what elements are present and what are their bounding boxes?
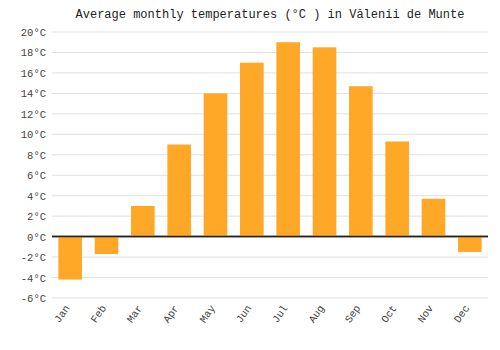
y-tick-label: 18°C — [21, 47, 46, 59]
y-tick-label: 8°C — [27, 150, 46, 162]
bar — [276, 42, 300, 236]
x-tick-label: Mar — [125, 303, 146, 325]
x-tick-label: Apr — [161, 303, 182, 325]
page: {"chart_data": {"type": "bar", "title": … — [0, 0, 500, 350]
bars — [58, 42, 481, 279]
grid-line — [52, 93, 488, 94]
y-tick-label: 16°C — [21, 68, 46, 80]
x-tick-label: Sep — [343, 303, 364, 325]
bar — [313, 47, 337, 236]
y-tick-label: 4°C — [27, 191, 46, 203]
y-tick-label: 12°C — [21, 109, 46, 121]
title: Average monthly temperatures (°C ) in Vă… — [76, 8, 465, 22]
bar — [240, 63, 264, 237]
x-tick-label: Aug — [306, 303, 327, 325]
zero-line — [52, 236, 488, 238]
grid-line — [52, 195, 488, 196]
bar — [58, 237, 82, 280]
x-tick-label: May — [197, 303, 218, 325]
x-tick-label: Jul — [270, 303, 291, 325]
grid-line — [52, 72, 488, 73]
y-tick-label: 20°C — [21, 27, 46, 39]
bar — [167, 145, 191, 237]
bar — [204, 93, 228, 236]
x-tick-label: Oct — [379, 303, 400, 325]
bar — [131, 206, 155, 237]
y-tick-label: 6°C — [27, 170, 46, 182]
y-tick-label: -4°C — [21, 273, 46, 285]
y-tick-label: 0°C — [27, 232, 46, 244]
grid — [52, 32, 488, 298]
grid-line — [52, 32, 488, 33]
bar — [422, 199, 446, 237]
grid-line — [52, 154, 488, 155]
zero-line — [52, 236, 488, 238]
y-tick-label: 2°C — [27, 211, 46, 223]
grid-line — [52, 134, 488, 135]
x-tick-label: Jan — [52, 303, 73, 325]
grid-line — [52, 175, 488, 176]
x-tick-label: Dec — [452, 303, 473, 325]
grid-line — [52, 277, 488, 278]
y-tick-label: -2°C — [21, 252, 46, 264]
y-tick-label: -6°C — [21, 293, 46, 305]
chart: Average monthly temperatures (°C ) in Vă… — [0, 0, 500, 350]
grid-line — [52, 257, 488, 258]
x-tick-label: Jun — [234, 303, 255, 325]
grid-line — [52, 113, 488, 114]
y-tick-label: 10°C — [21, 129, 46, 141]
grid-line — [52, 298, 488, 299]
x-tick-label: Feb — [88, 303, 109, 325]
bar — [385, 141, 409, 236]
x-tick-label: Nov — [415, 303, 436, 325]
grid-line — [52, 52, 488, 53]
bar — [349, 86, 373, 236]
bar — [458, 237, 482, 252]
bar — [95, 237, 119, 254]
y-tick-label: 14°C — [21, 88, 46, 100]
